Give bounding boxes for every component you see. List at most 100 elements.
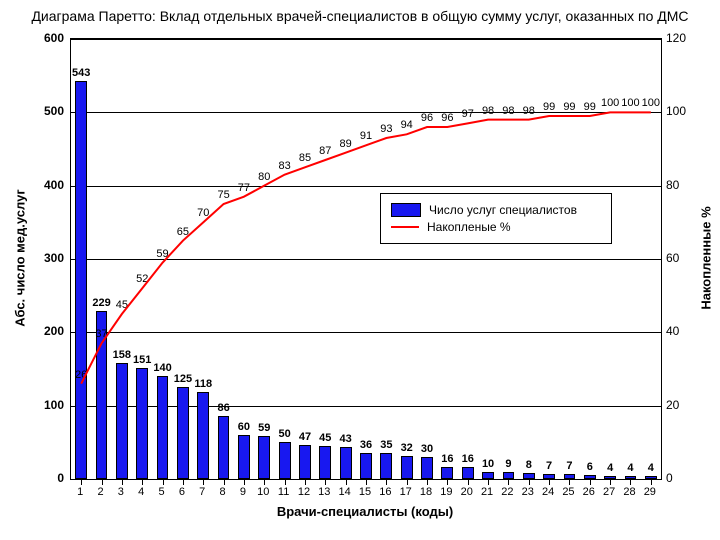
x-tick	[569, 479, 570, 485]
x-tick	[305, 479, 306, 485]
x-tick	[427, 479, 428, 485]
bar	[360, 453, 372, 479]
bar	[238, 435, 250, 479]
y-right-tick: 40	[666, 324, 679, 338]
x-tick	[183, 479, 184, 485]
line-value-label: 98	[523, 105, 535, 117]
y-left-tick: 200	[34, 324, 64, 338]
legend-item-bars: Число услуг специалистов	[391, 203, 601, 217]
y-right-tick: 0	[666, 471, 673, 485]
line-value-label: 93	[380, 123, 392, 135]
bar-value-label: 60	[238, 421, 250, 433]
line-value-label: 45	[116, 299, 128, 311]
bar-value-label: 543	[72, 67, 90, 79]
bar-value-label: 229	[92, 297, 110, 309]
x-tick	[203, 479, 204, 485]
x-tick-label: 25	[562, 486, 574, 498]
bar	[116, 363, 128, 479]
bar-value-label: 140	[153, 362, 171, 374]
line-value-label: 87	[319, 145, 331, 157]
bar-value-label: 43	[340, 433, 352, 445]
x-tick	[264, 479, 265, 485]
x-tick	[529, 479, 530, 485]
line-value-label: 75	[217, 189, 229, 201]
bar	[136, 368, 148, 479]
x-tick	[244, 479, 245, 485]
bar-value-label: 35	[380, 439, 392, 451]
bar	[279, 442, 291, 479]
line-value-label: 59	[156, 248, 168, 260]
x-tick	[488, 479, 489, 485]
line-value-label: 89	[340, 138, 352, 150]
x-tick-label: 19	[440, 486, 452, 498]
legend-bars-label: Число услуг специалистов	[429, 203, 577, 217]
x-axis-label: Врачи-специалисты (коды)	[70, 504, 660, 519]
x-tick	[102, 479, 103, 485]
bar-value-label: 7	[546, 460, 552, 472]
line-value-label: 99	[584, 101, 596, 113]
bar-value-label: 9	[505, 458, 511, 470]
y-right-tick: 20	[666, 398, 679, 412]
bar	[299, 445, 311, 479]
bar	[258, 436, 270, 479]
x-tick-label: 17	[400, 486, 412, 498]
x-tick-label: 23	[522, 486, 534, 498]
line-value-label: 65	[177, 226, 189, 238]
x-tick-label: 4	[138, 486, 144, 498]
line-value-label: 96	[441, 112, 453, 124]
line-value-label: 98	[502, 105, 514, 117]
line-value-label: 99	[543, 101, 555, 113]
x-tick-label: 29	[644, 486, 656, 498]
x-tick-label: 15	[359, 486, 371, 498]
x-tick-label: 12	[298, 486, 310, 498]
line-value-label: 100	[601, 97, 619, 109]
y-left-tick: 300	[34, 251, 64, 265]
line-value-label: 85	[299, 152, 311, 164]
x-tick	[549, 479, 550, 485]
x-tick-label: 24	[542, 486, 554, 498]
bar-value-label: 158	[113, 349, 131, 361]
x-tick-label: 22	[501, 486, 513, 498]
y-right-tick: 60	[666, 251, 679, 265]
bar-value-label: 6	[587, 461, 593, 473]
line-value-label: 26	[75, 369, 87, 381]
bar-value-label: 16	[441, 453, 453, 465]
bar-value-label: 8	[526, 459, 532, 471]
x-tick	[630, 479, 631, 485]
bar	[157, 376, 169, 479]
y-axis-right-label: Накопленные %	[699, 206, 714, 309]
bar-value-label: 45	[319, 432, 331, 444]
x-tick	[224, 479, 225, 485]
legend-line-label: Накопленые %	[427, 220, 511, 234]
bar-value-label: 47	[299, 431, 311, 443]
bar-value-label: 86	[217, 402, 229, 414]
x-tick	[346, 479, 347, 485]
bar-value-label: 10	[482, 458, 494, 470]
x-tick	[366, 479, 367, 485]
gridline	[71, 186, 661, 187]
bar-value-label: 16	[462, 453, 474, 465]
x-tick-label: 21	[481, 486, 493, 498]
bar	[218, 416, 230, 479]
y-left-tick: 100	[34, 398, 64, 412]
x-tick	[610, 479, 611, 485]
x-tick	[590, 479, 591, 485]
y-axis-left-label: Абс. число мед.услуг	[13, 189, 28, 327]
bar	[482, 472, 494, 479]
x-tick	[285, 479, 286, 485]
x-tick	[447, 479, 448, 485]
bar-value-label: 118	[194, 378, 212, 390]
y-right-tick: 100	[666, 104, 686, 118]
x-tick-label: 27	[603, 486, 615, 498]
chart-title: Диаграма Паретто: Вклад отдельных врачей…	[0, 8, 720, 24]
line-value-label: 98	[482, 105, 494, 117]
x-tick-label: 11	[278, 486, 289, 498]
y-left-tick: 400	[34, 178, 64, 192]
bar	[319, 446, 331, 479]
x-tick-label: 26	[583, 486, 595, 498]
bar	[340, 447, 352, 479]
line-value-label: 77	[238, 182, 250, 194]
x-tick	[325, 479, 326, 485]
x-tick-label: 16	[379, 486, 391, 498]
bar-value-label: 32	[401, 442, 413, 454]
